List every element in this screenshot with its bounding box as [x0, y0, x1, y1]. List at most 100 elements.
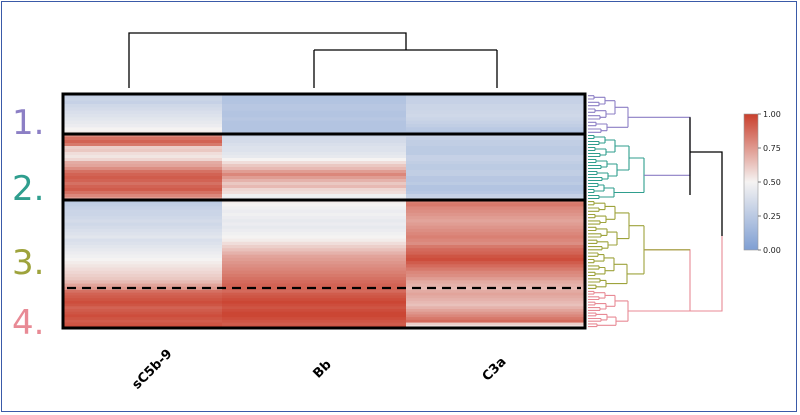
- heatmap-cell: [406, 110, 585, 115]
- heatmap-cell: [63, 200, 222, 204]
- heatmap-cell: [222, 300, 406, 305]
- heatmap-cell: [63, 322, 222, 326]
- heatmap-cell: [222, 185, 406, 189]
- heatmap-cell: [63, 164, 222, 168]
- heatmap-cell: [222, 228, 406, 233]
- row-dendrogram-cluster-1: [588, 95, 629, 133]
- heatmap-cell: [222, 254, 406, 259]
- heatmap-cell: [63, 120, 222, 125]
- heatmap-cell: [63, 267, 222, 272]
- heatmap-cell: [63, 270, 222, 275]
- heatmap-cell: [406, 241, 585, 246]
- heatmap-cell: [222, 257, 406, 262]
- colorbar-tick-label: 0.25: [763, 212, 781, 221]
- heatmap-cell: [63, 212, 222, 217]
- cluster-label-2: 2.: [12, 169, 45, 209]
- heatmap-cell: [406, 317, 585, 321]
- row-dendrogram-merge-1-2: [628, 116, 691, 176]
- heatmap-cell: [406, 149, 585, 153]
- heatmap-cell: [222, 182, 406, 186]
- heatmap-cell: [406, 188, 585, 192]
- row-dendrogram-cluster-4: [588, 290, 629, 328]
- cluster-label-1: 1.: [12, 103, 45, 143]
- heatmap-cell: [63, 179, 222, 183]
- heatmap-cell: [63, 283, 222, 288]
- heatmap-cell: [406, 209, 585, 214]
- heatmap-cell: [222, 273, 406, 278]
- heatmap-cell: [63, 188, 222, 192]
- heatmap-cell: [406, 235, 585, 240]
- heatmap-cell: [406, 309, 585, 313]
- row-dendrogram: [588, 95, 723, 328]
- row-dendrogram-root: [689, 117, 723, 236]
- heatmap-cell: [222, 206, 406, 211]
- heatmap-cell: [406, 228, 585, 233]
- heatmap-cell: [63, 203, 222, 208]
- heatmap-cell: [406, 164, 585, 168]
- heatmap-cell: [406, 212, 585, 217]
- heatmap-cell: [406, 292, 585, 297]
- heatmap-cell: [63, 235, 222, 240]
- heatmap-cell: [406, 140, 585, 144]
- heatmap-cell: [222, 191, 406, 195]
- heatmap-cell: [222, 164, 406, 168]
- heatmap-cell: [63, 143, 222, 147]
- heatmap-cell: [406, 167, 585, 171]
- heatmap-cell: [406, 182, 585, 186]
- heatmap-cell: [406, 306, 585, 310]
- heatmap-cell: [222, 319, 406, 324]
- heatmap-cell: [63, 248, 222, 253]
- heatmap-cell: [222, 251, 406, 256]
- heatmap-cell: [222, 225, 406, 230]
- heatmap-cell: [63, 303, 222, 307]
- heatmap-cell: [222, 200, 406, 204]
- heatmap-cell: [222, 303, 406, 307]
- heatmap-cell: [406, 277, 585, 281]
- heatmap-cell: [222, 235, 406, 240]
- heatmap-cell: [406, 97, 585, 102]
- heatmap-cell: [222, 306, 406, 310]
- heatmap-cell: [63, 161, 222, 165]
- column-dendrogram-branches: [128, 32, 498, 88]
- heatmap-cell: [63, 170, 222, 174]
- heatmap-cell: [406, 104, 585, 108]
- heatmap-cell: [406, 257, 585, 262]
- heatmap-cell: [222, 298, 406, 302]
- heatmap-cell: [406, 179, 585, 183]
- column-label-sc5b-9: sC5b-9: [130, 347, 176, 393]
- heatmap-cell: [222, 158, 406, 162]
- column-labels: sC5b-9 Bb C3a: [130, 347, 510, 393]
- heatmap-cell: [406, 295, 585, 299]
- heatmap-cell: [63, 319, 222, 324]
- heatmap-cell: [63, 140, 222, 144]
- heatmap-cell: [222, 309, 406, 313]
- colorbar: 0.00 0.25 0.50 0.75 1.00: [743, 110, 781, 255]
- heatmap-cell: [406, 280, 585, 285]
- heatmap-cell: [222, 179, 406, 183]
- heatmap-cell: [406, 127, 585, 132]
- heatmap-cell: [222, 261, 406, 265]
- column-label-bb: Bb: [310, 357, 334, 381]
- heatmap-cell: [222, 173, 406, 177]
- heatmap-cell: [222, 295, 406, 299]
- heatmap-cell: [406, 146, 585, 150]
- heatmap-cell: [406, 155, 585, 159]
- heatmap-cell: [222, 216, 406, 220]
- heatmap-cell: [222, 280, 406, 285]
- heatmap-cell: [406, 203, 585, 208]
- heatmap-cell: [63, 228, 222, 233]
- heatmap-cell: [63, 309, 222, 313]
- heatmap-cell: [406, 245, 585, 249]
- heatmap-cell: [406, 206, 585, 211]
- heatmap-cell: [222, 124, 406, 128]
- heatmap-cell: [63, 257, 222, 262]
- heatmap-cell: [406, 300, 585, 305]
- heatmap-cell: [222, 219, 406, 224]
- colorbar-tick-label: 0.00: [763, 246, 781, 255]
- heatmap-cell: [222, 264, 406, 269]
- heatmap-cell: [63, 222, 222, 227]
- heatmap-cell: [63, 152, 222, 156]
- heatmap-cell: [406, 120, 585, 125]
- heatmap-cell: [222, 155, 406, 159]
